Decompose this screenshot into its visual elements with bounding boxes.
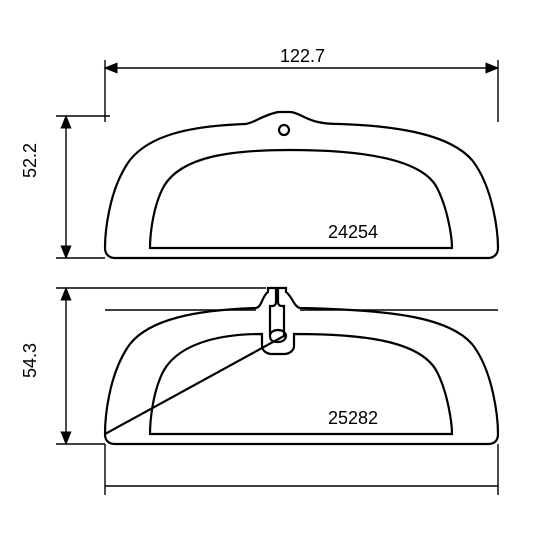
dim-width — [105, 60, 498, 122]
lower-part-no: 25282 — [328, 408, 378, 429]
dim-height-lower — [56, 288, 498, 495]
technical-drawing: 122.7 52.2 54.3 24254 25282 — [0, 0, 540, 540]
dim-height-lower-label: 54.3 — [20, 343, 41, 378]
dim-height-upper-label: 52.2 — [20, 143, 41, 178]
upper-pad — [105, 112, 498, 258]
drawing-svg — [0, 0, 540, 540]
dim-height-upper — [56, 116, 110, 258]
dim-width-label: 122.7 — [280, 46, 325, 67]
upper-part-no: 24254 — [328, 222, 378, 243]
lower-pad — [105, 288, 498, 444]
